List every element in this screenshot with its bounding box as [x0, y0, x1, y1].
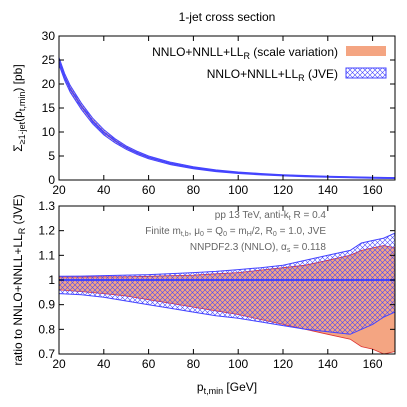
y-tick-label: 0.8 [38, 322, 55, 336]
x-tick-label: 60 [142, 357, 156, 371]
chart-title: 1-jet cross section [179, 10, 276, 24]
y-tick-label: 0.7 [38, 347, 55, 361]
ratio-jve-lower-line [59, 293, 395, 335]
x-tick-label: 160 [363, 357, 383, 371]
annotation-settings: Finite mt,b, μ0 = Q0 = mH/2, R0 = 1.0, J… [145, 226, 326, 238]
y-tick-label: 1.2 [38, 224, 55, 238]
legend-entry-jve: NNLO+NNLL+LLR (JVE) [207, 67, 338, 83]
y-tick-label: 1.1 [38, 248, 55, 262]
legend: NNLO+NNLL+LLR (scale variation) NNLO+NNL… [152, 45, 387, 83]
x-tick-label: 120 [273, 357, 293, 371]
top-y-tick-labels: 0 5 10 15 20 25 30 [42, 29, 56, 187]
x-tick-label: 100 [228, 183, 248, 197]
x-tick-label: 140 [318, 183, 338, 197]
jve-central-line [59, 60, 395, 179]
y-tick-label: 1 [48, 273, 55, 287]
y-tick-label: 0 [48, 173, 55, 187]
y-tick-label: 15 [42, 101, 56, 115]
x-tick-label: 160 [363, 183, 383, 197]
bottom-panel: 0.7 0.8 0.9 1 1.1 1.2 1.3 20 40 60 80 100 120 140 160… [11, 194, 396, 396]
top-panel: 0 5 10 15 20 25 30 20 40 60 80 100 120 140 160 Σ≥1-je… [11, 29, 396, 197]
top-ticks [58, 35, 395, 181]
bottom-y-tick-labels: 0.7 0.8 0.9 1 1.1 1.2 1.3 [38, 199, 55, 361]
x-tick-label: 100 [228, 357, 248, 371]
y-tick-label: 10 [42, 125, 56, 139]
legend-swatch-jve [345, 67, 387, 79]
x-tick-label: 20 [52, 183, 66, 197]
legend-swatch-scale [346, 46, 386, 56]
y-tick-label: 20 [42, 77, 56, 91]
jve-lower-line [59, 64, 395, 179]
top-y-axis-label: Σ≥1-jet(pt,min) [pb] [11, 64, 27, 151]
y-tick-label: 0.9 [38, 298, 55, 312]
x-tick-label: 80 [187, 357, 201, 371]
y-tick-label: 5 [48, 149, 55, 163]
ratio-jve-upper-line [59, 232, 395, 277]
y-tick-label: 25 [42, 53, 56, 67]
x-tick-label: 140 [318, 357, 338, 371]
bottom-y-axis-label: ratio to NNLO+NNLL+LLR (JVE) [11, 194, 27, 365]
y-tick-label: 1.3 [38, 199, 55, 213]
annotation-collider: pp 13 TeV, anti-kt R = 0.4 [215, 210, 327, 222]
x-tick-label: 80 [187, 183, 201, 197]
top-plot-area [59, 57, 395, 179]
top-x-tick-labels: 20 40 60 80 100 120 140 160 [52, 183, 383, 197]
x-tick-label: 40 [97, 183, 111, 197]
annotation-pdf: NNPDF2.3 (NNLO), αs = 0.118 [190, 242, 327, 254]
bottom-x-tick-labels: 20 40 60 80 100 120 140 160 [52, 357, 383, 371]
x-tick-label: 60 [142, 183, 156, 197]
bottom-plot-area [59, 232, 395, 354]
x-tick-label: 40 [97, 357, 111, 371]
ratio-jve-band [59, 233, 395, 335]
x-tick-label: 120 [273, 183, 293, 197]
annotations: pp 13 TeV, anti-kt R = 0.4 Finite mt,b, … [145, 210, 326, 254]
x-tick-label: 20 [52, 357, 66, 371]
y-tick-label: 30 [42, 29, 56, 43]
legend-entry-scale: NNLO+NNLL+LLR (scale variation) [152, 45, 338, 61]
bottom-ticks [58, 205, 395, 355]
x-axis-label: pt,min [GeV] [197, 380, 257, 396]
